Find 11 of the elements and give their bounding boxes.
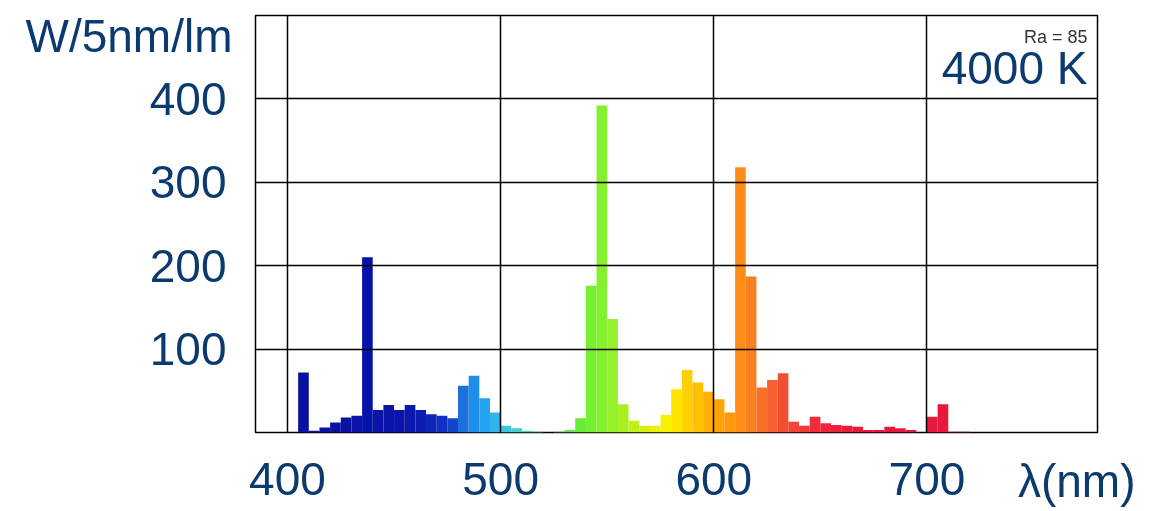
x-tick-label: 400 [249,452,326,505]
x-tick-label: 500 [462,452,540,505]
y-axis-title: W/5nm/lm [25,9,233,62]
annotation: Ra = 85 [1023,26,1088,47]
x-tick-label: 700 [888,452,966,505]
y-tick-label: 200 [149,239,227,292]
x-tick-label: 600 [675,452,753,505]
y-tick-label: 100 [149,323,227,376]
x-axis-title: λ(nm) [1017,454,1136,507]
y-tick-label: 400 [149,72,227,125]
y-tick-label: 300 [149,156,227,209]
